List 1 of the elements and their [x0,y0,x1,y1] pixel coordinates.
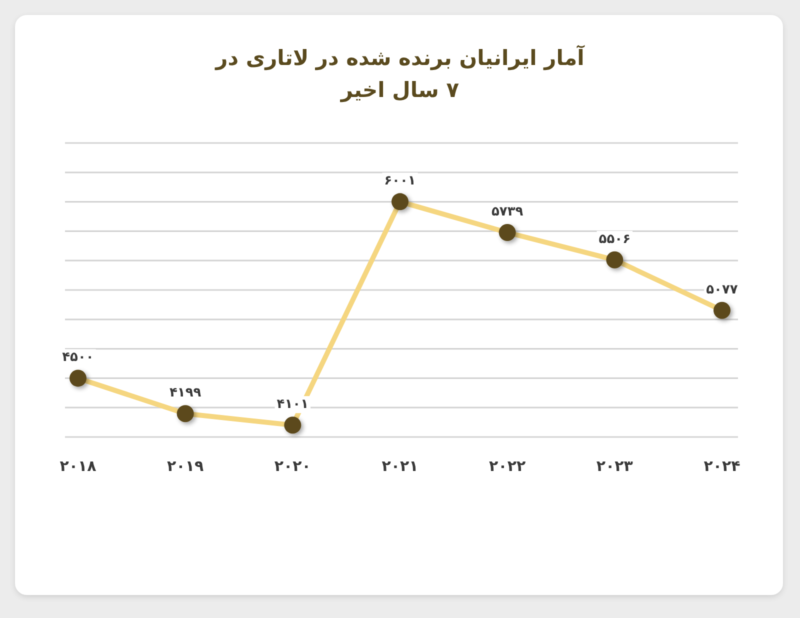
title: آمار ایرانیان برنده شده در لاتاری در ۷ سال اخیر [214,44,586,104]
